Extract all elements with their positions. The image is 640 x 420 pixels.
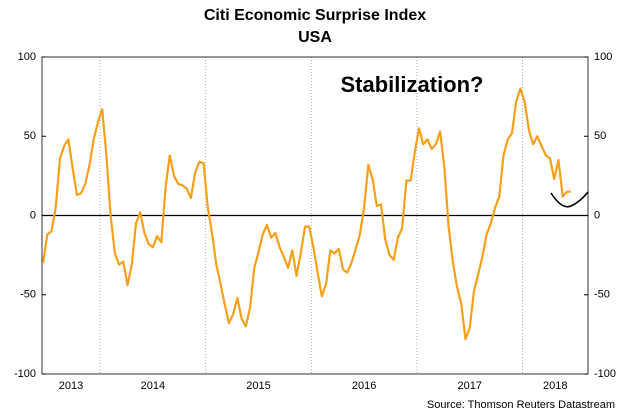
y2-tick-label: 100 [594,51,612,63]
x-tick-label: 2018 [543,380,567,392]
hand-drawn-curve [550,191,589,208]
y2-tick-label: -100 [594,368,616,380]
chart-subtitle: USA [298,29,332,46]
y-tick-label: 0 [30,209,36,221]
x-tick-label: 2015 [246,380,270,392]
y-tick-label: -50 [20,289,36,301]
plot-frame [41,56,589,375]
y2-tick-label: -50 [594,289,610,301]
data-line [42,87,572,341]
y-tick-label: 50 [24,130,36,142]
y2-tick-label: 0 [594,209,600,221]
y2-tick-label: 50 [594,130,606,142]
x-tick-label: 2013 [59,380,83,392]
source-note: Source: Thomson Reuters Datastream [427,399,615,411]
annotation: Stabilization? [341,72,484,97]
chart-title: Citi Economic Surprise Index [204,7,426,24]
x-tick-label: 2016 [352,380,376,392]
y-tick-label: -100 [14,368,36,380]
x-tick-label: 2014 [141,380,165,392]
y-tick-label: 100 [18,51,36,63]
x-tick-label: 2017 [457,380,481,392]
